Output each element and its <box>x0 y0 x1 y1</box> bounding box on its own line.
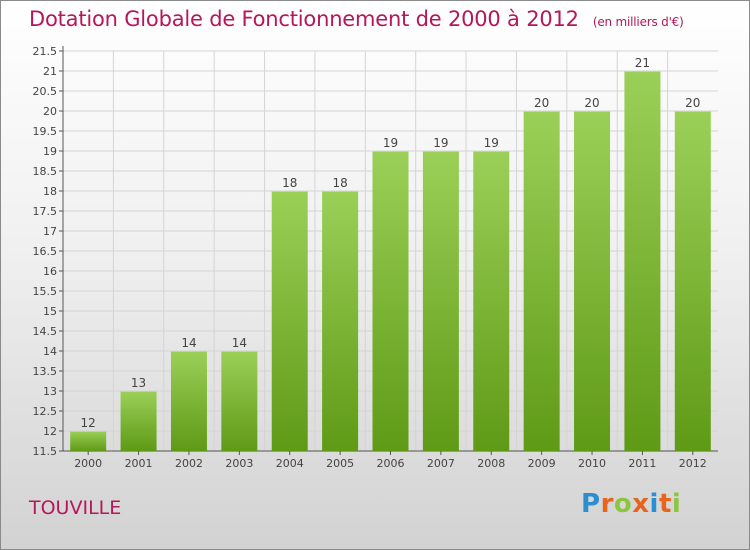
x-tick-label-2012: 2012 <box>679 457 707 470</box>
logo-letter: t <box>658 489 672 519</box>
value-label-2012: 20 <box>685 96 700 110</box>
y-tick-label: 16.5 <box>33 245 58 258</box>
value-label-2008: 19 <box>484 136 499 150</box>
logo-letter: o <box>613 489 633 519</box>
x-tick-label-2010: 2010 <box>578 457 606 470</box>
value-label-2004: 18 <box>282 176 297 190</box>
x-tick-label-2002: 2002 <box>175 457 203 470</box>
x-tick-label-2009: 2009 <box>528 457 556 470</box>
bar-2009 <box>523 111 560 451</box>
y-tick-label: 20.5 <box>33 85 58 98</box>
y-tick-label: 12.5 <box>33 405 58 418</box>
y-tick-label: 14.5 <box>33 325 58 338</box>
bar-2006 <box>372 151 409 451</box>
bar-2010 <box>574 111 611 451</box>
x-tick-label-2004: 2004 <box>276 457 304 470</box>
y-tick-label: 15.5 <box>33 285 58 298</box>
y-tick-label: 18.5 <box>33 165 58 178</box>
logo-letter: r <box>600 489 614 519</box>
value-label-2003: 14 <box>232 336 247 350</box>
x-tick-label-2007: 2007 <box>427 457 455 470</box>
value-label-2001: 13 <box>131 376 146 390</box>
bar-2008 <box>473 151 510 451</box>
value-label-2009: 20 <box>534 96 549 110</box>
logo-letter: x <box>632 489 650 519</box>
bars <box>70 71 711 451</box>
y-tick-label: 17.5 <box>33 205 58 218</box>
value-label-2010: 20 <box>584 96 599 110</box>
y-tick-label: 18 <box>43 185 57 198</box>
x-tick-label-2008: 2008 <box>477 457 505 470</box>
y-tick-label: 19 <box>43 145 57 158</box>
y-tick-label: 21.5 <box>33 45 58 58</box>
y-tick-label: 12 <box>43 425 57 438</box>
value-label-2007: 19 <box>433 136 448 150</box>
x-tick-label-2006: 2006 <box>377 457 405 470</box>
bar-2002 <box>170 351 207 451</box>
proxiti-logo[interactable]: Proxiti <box>581 489 681 519</box>
y-tick-label: 14 <box>43 345 57 358</box>
bar-2005 <box>322 191 359 451</box>
value-label-2005: 18 <box>332 176 347 190</box>
chart-title: Dotation Globale de Fonctionnement de 20… <box>29 7 684 31</box>
y-tick-label: 19.5 <box>33 125 58 138</box>
bar-2011 <box>624 71 661 451</box>
bar-2001 <box>120 391 157 451</box>
y-tick-label: 20 <box>43 105 57 118</box>
bar-2007 <box>422 151 459 451</box>
value-label-2002: 14 <box>181 336 196 350</box>
value-label-2006: 19 <box>383 136 398 150</box>
y-tick-label: 16 <box>43 265 57 278</box>
x-tick-label-2000: 2000 <box>74 457 102 470</box>
value-label-2000: 12 <box>81 416 96 430</box>
bar-2004 <box>271 191 308 451</box>
y-tick-label: 15 <box>43 305 57 318</box>
commune-name: TOUVILLE <box>29 497 122 519</box>
bar-2003 <box>221 351 258 451</box>
title-unit: (en milliers d'€) <box>592 15 684 29</box>
x-tick-label-2003: 2003 <box>225 457 253 470</box>
value-labels: 12 13 14 14 18 18 19 19 19 20 20 21 20 <box>81 56 701 430</box>
y-tick-label: 21 <box>43 65 57 78</box>
x-tick-label-2005: 2005 <box>326 457 354 470</box>
logo-letter: P <box>581 489 601 519</box>
value-label-2011: 21 <box>635 56 650 70</box>
bar-2000 <box>70 431 107 451</box>
x-tick-label-2011: 2011 <box>628 457 656 470</box>
logo-letter: i <box>649 489 659 519</box>
y-tick-label: 17 <box>43 225 57 238</box>
axes: 11.5 12 12.5 13 13.5 14 14.5 15 15.5 16 16.5 17 17.5… <box>33 45 718 470</box>
y-tick-label: 13.5 <box>33 365 58 378</box>
x-tick-label-2001: 2001 <box>125 457 153 470</box>
logo-letter: i <box>671 489 682 519</box>
y-tick-label: 11.5 <box>33 445 58 458</box>
bar-2012 <box>674 111 711 451</box>
y-tick-label: 13 <box>43 385 57 398</box>
title-text: Dotation Globale de Fonctionnement de 20… <box>29 7 579 31</box>
